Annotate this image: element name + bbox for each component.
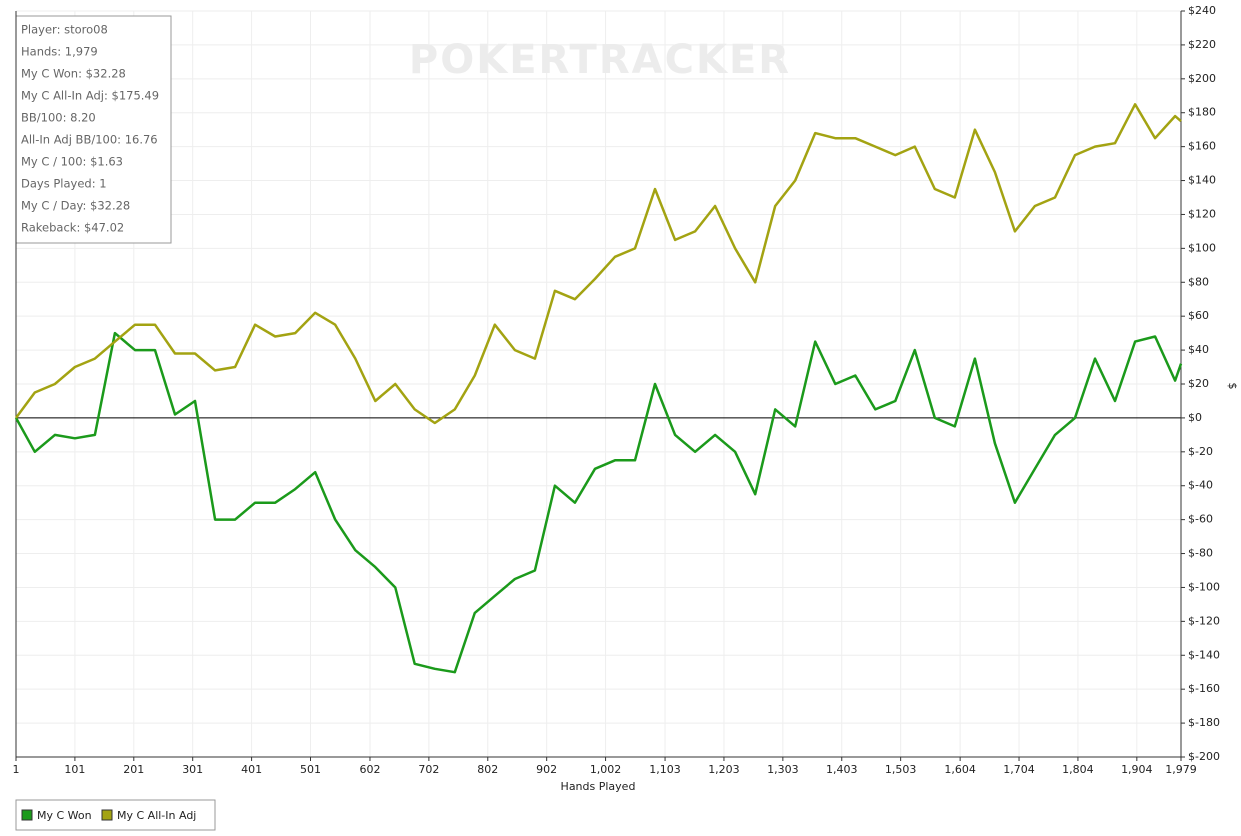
x-tick-label: 702 (418, 763, 439, 776)
info-line: My C Won: $32.28 (21, 67, 126, 81)
info-line: My C All-In Adj: $175.49 (21, 89, 159, 103)
y-tick-label: $-200 (1188, 750, 1220, 763)
series-line (14, 331, 1183, 674)
info-line: All-In Adj BB/100: 16.76 (21, 133, 158, 147)
legend-swatch (101, 809, 113, 821)
series-line (14, 103, 1182, 425)
grid (15, 10, 1182, 758)
y-tick-label: $180 (1188, 106, 1216, 119)
y-tick-label: $40 (1188, 343, 1209, 356)
x-tick-label: 1,103 (649, 763, 681, 776)
x-tick-label: 1,904 (1121, 763, 1153, 776)
y-tick-label: $-180 (1188, 716, 1220, 729)
x-tick-label: 902 (536, 763, 557, 776)
x-tick-label: 1,804 (1062, 763, 1094, 776)
info-line: Rakeback: $47.02 (21, 221, 124, 235)
x-tick-label: 1,403 (826, 763, 858, 776)
y-tick-label: $120 (1188, 207, 1216, 220)
legend-swatch (21, 809, 33, 821)
info-line: My C / Day: $32.28 (21, 199, 130, 213)
x-tick-label: 401 (241, 763, 262, 776)
y-tick-label: $-120 (1188, 614, 1220, 627)
x-tick-label: 1 (13, 763, 20, 776)
info-box-frame (15, 15, 172, 244)
watermark: POKERTRACKER (409, 37, 791, 83)
info-line: Player: storo08 (21, 23, 108, 37)
x-tick-label: 1,503 (885, 763, 917, 776)
legend-frame (15, 799, 216, 831)
y-tick-label: $-20 (1188, 445, 1213, 458)
x-tick-label: 1,979 (1165, 763, 1197, 776)
y-tick-label: $-80 (1188, 547, 1213, 560)
y-tick-label: $20 (1188, 377, 1209, 390)
x-tick-label: 1,303 (767, 763, 799, 776)
x-tick-label: 802 (477, 763, 498, 776)
x-tick-label: 1,002 (590, 763, 622, 776)
x-axis-title: Hands Played (561, 780, 636, 793)
x-tick-label: 301 (182, 763, 203, 776)
y-tick-label: $-100 (1188, 580, 1220, 593)
y-tick-label: $220 (1188, 38, 1216, 51)
y-tick-label: $-160 (1188, 682, 1220, 695)
legend-label: My C All-In Adj (117, 809, 196, 822)
y-tick-label: $240 (1188, 4, 1216, 17)
info-line: Hands: 1,979 (21, 45, 98, 59)
x-tick-label: 602 (359, 763, 380, 776)
info-box: Player: storo08 Hands: 1,979 My C Won: $32… (15, 15, 172, 244)
y-tick-label: $-60 (1188, 513, 1213, 526)
legend-label: My C Won (37, 809, 92, 822)
info-line: My C / 100: $1.63 (21, 155, 123, 169)
y-tick-label: $80 (1188, 275, 1209, 288)
info-line: BB/100: 8.20 (21, 111, 96, 125)
x-tick-label: 1,604 (944, 763, 976, 776)
y-tick-label: $60 (1188, 309, 1209, 322)
y-tick-label: $-140 (1188, 648, 1220, 661)
y-tick-label: $200 (1188, 72, 1216, 85)
y-tick-label: $-40 (1188, 479, 1213, 492)
x-tick-label: 101 (64, 763, 85, 776)
x-tick-label: 501 (300, 763, 321, 776)
y-axis-title: $ (1226, 383, 1239, 390)
y-tick-label: $160 (1188, 140, 1216, 153)
y-tick-label: $140 (1188, 174, 1216, 187)
y-tick-label: $100 (1188, 241, 1216, 254)
x-tick-label: 201 (123, 763, 144, 776)
x-tick-label: 1,203 (708, 763, 740, 776)
y-tick-label: $0 (1188, 411, 1202, 424)
info-line: Days Played: 1 (21, 177, 107, 191)
x-tick-label: 1,704 (1003, 763, 1035, 776)
